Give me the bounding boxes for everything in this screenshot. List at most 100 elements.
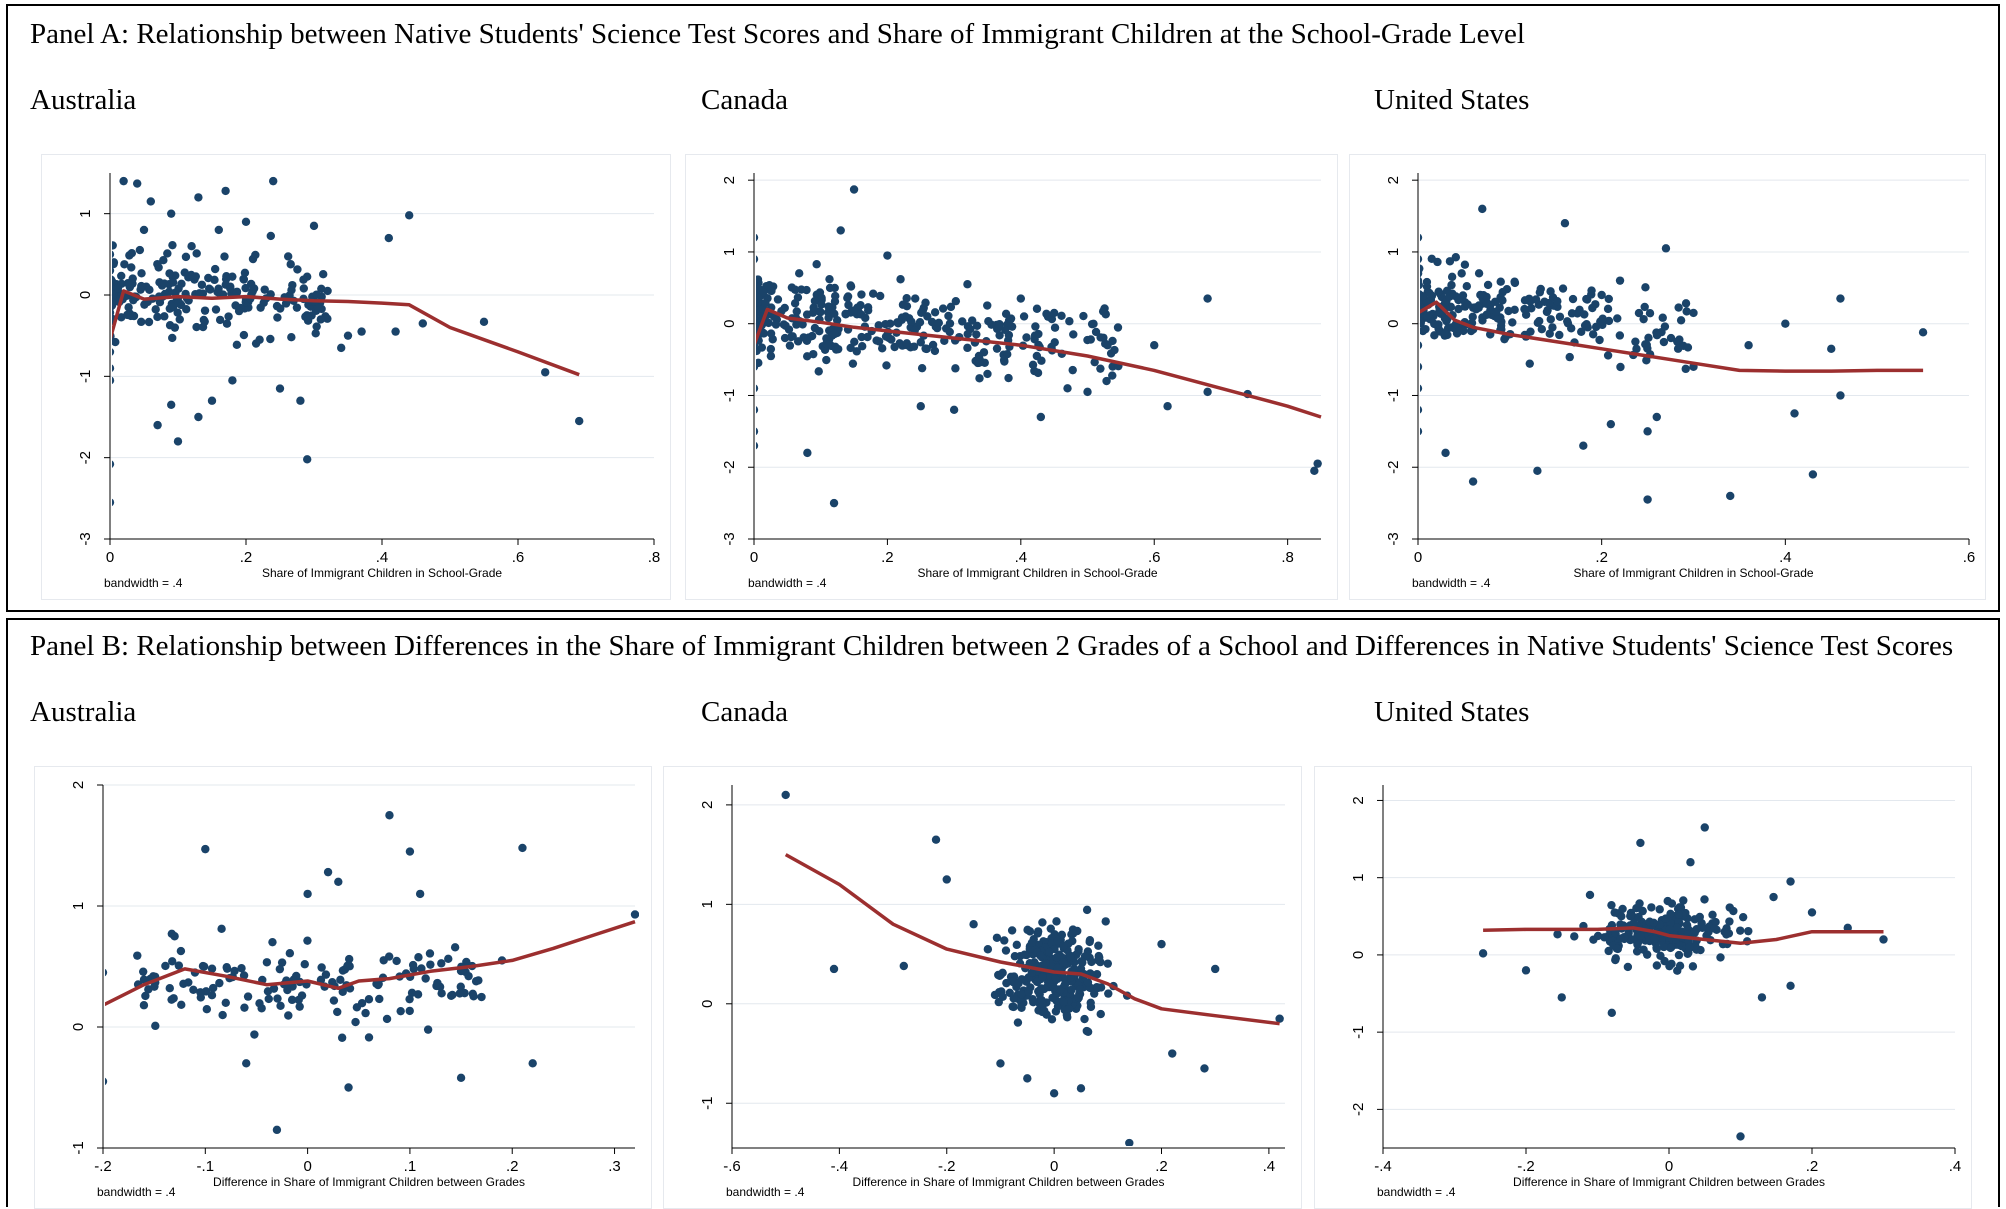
y-tick-label: -2 [1350, 1103, 1367, 1116]
scatter-point [1604, 946, 1613, 956]
scatter-point [215, 978, 224, 988]
lowess-line [1483, 926, 1884, 946]
scatter-point [825, 274, 834, 284]
scatter-point [1610, 908, 1619, 917]
scatter-point [1546, 287, 1555, 296]
scatter-point [1722, 930, 1731, 939]
scatter-point [945, 327, 954, 337]
scatter-point [1660, 322, 1670, 331]
scatter-point [273, 994, 282, 1003]
scatter-point [1531, 295, 1541, 304]
scatter-point [951, 364, 960, 373]
scatter-point [179, 979, 188, 989]
scatter-point [1606, 419, 1616, 429]
scatter-point [1546, 315, 1555, 324]
x-tick-label: .2 [881, 549, 894, 566]
scatter-point [1440, 329, 1449, 339]
scatter-point [456, 982, 465, 991]
scatter-point [384, 952, 394, 961]
scatter-point [167, 209, 176, 218]
scatter-point [1045, 947, 1054, 957]
scatter-point [287, 995, 297, 1005]
scatter-point [934, 318, 944, 328]
scatter-point [761, 298, 770, 308]
scatter-point [1024, 987, 1033, 997]
scatter-point [756, 341, 759, 349]
scatter-point [317, 284, 326, 293]
scatter-point [857, 332, 866, 342]
scatter-point [208, 983, 218, 993]
scatter-point [1017, 989, 1026, 999]
scatter-point [112, 364, 115, 372]
scatter-point [829, 498, 839, 508]
scatter-point [1044, 978, 1054, 988]
panel-b-country-canada: Canada [701, 696, 788, 728]
scatter-point [437, 959, 446, 968]
x-tick-label: .6 [512, 549, 525, 566]
scatter-point [269, 176, 278, 186]
scatter-point [1001, 946, 1011, 955]
scatter-point [414, 953, 423, 962]
scatter-point [1603, 351, 1613, 360]
scatter-point [1059, 974, 1069, 983]
scatter-point [285, 949, 295, 958]
scatter-point [1203, 387, 1212, 397]
scatter-point [299, 275, 308, 284]
y-tick-label: 0 [1350, 951, 1367, 959]
scatter-point [902, 301, 912, 311]
scatter-point [1037, 356, 1046, 365]
scatter-point [756, 255, 759, 263]
x-tick-label: .2 [1595, 549, 1608, 566]
x-tick-label: .4 [1015, 549, 1028, 566]
scatter-point [1618, 904, 1627, 914]
scatter-point [1504, 306, 1513, 316]
x-tick-label: .2 [1806, 1158, 1819, 1175]
scatter-point [257, 1004, 266, 1013]
scatter-point [841, 309, 850, 319]
scatter-point [1588, 303, 1597, 313]
scatter-point [1434, 287, 1443, 296]
x-tick-label: .4 [1263, 1158, 1276, 1175]
chart-a-canada: -3 -2 -1 0 1 2 0 .2 .4 .6 .8 Share of Immigrant Chi… [685, 154, 1338, 600]
panel-b-country-us: United States [1374, 696, 1530, 728]
scatter-point [1612, 944, 1621, 953]
scatter-point [946, 302, 956, 312]
scatter-point [123, 310, 132, 320]
scatter-point [207, 396, 217, 405]
b_canada-svg: -1 0 1 2 -.6 -.4 -.2 0 .2 .4 Difference in Share o… [699, 785, 1285, 1199]
scatter-point [241, 217, 251, 226]
scatter-point [334, 877, 343, 886]
scatter-point [1645, 308, 1655, 318]
scatter-point [165, 269, 174, 278]
x-tick-label: .2 [506, 1158, 519, 1175]
scatter-point [1790, 409, 1799, 418]
bandwidth-note: bandwidth = .4 [97, 1185, 176, 1199]
scatter-point [849, 306, 859, 315]
scatter-point [425, 949, 435, 958]
scatter-point [1049, 1089, 1059, 1098]
scatter-point [883, 251, 892, 260]
scatter-point [1036, 412, 1046, 422]
scatter-point [1031, 322, 1040, 331]
scatter-point [136, 317, 146, 327]
scatter-point [856, 301, 865, 310]
scatter-point [804, 333, 813, 342]
scatter-point [1083, 1027, 1093, 1036]
scatter-point [1163, 402, 1172, 411]
scatter-point [1708, 910, 1717, 919]
panel-a-country-australia: Australia [30, 84, 137, 116]
scatter-point [1091, 327, 1101, 337]
scatter-point [405, 1006, 414, 1016]
scatter-point [187, 242, 196, 251]
scatter-point [951, 296, 961, 306]
scatter-point [1016, 294, 1026, 303]
scatter-point [1616, 362, 1625, 372]
scatter-point [312, 322, 321, 331]
scatter-point [1420, 341, 1423, 349]
a_canada-svg: -3 -2 -1 0 1 2 0 .2 .4 .6 .8 Share of Immigrant Chi… [721, 173, 1322, 590]
scatter-point [1080, 1014, 1089, 1024]
scatter-point [415, 889, 425, 899]
scatter-point [916, 338, 926, 347]
scatter-point [153, 420, 162, 430]
scatter-point [1057, 311, 1066, 321]
